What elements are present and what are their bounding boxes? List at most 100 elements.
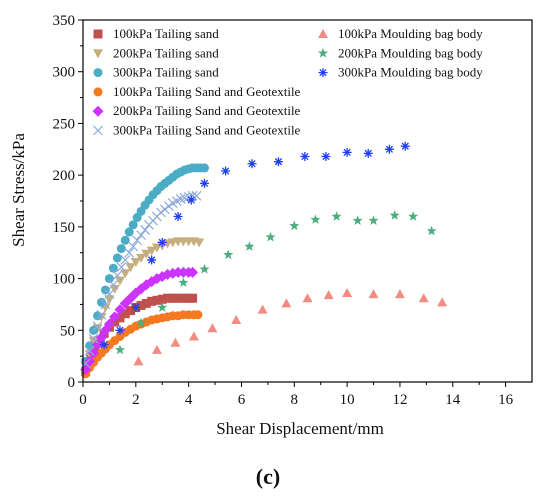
legend-item: 300kPa Moulding bag body <box>318 65 483 80</box>
data-point <box>147 296 157 306</box>
data-point <box>120 235 130 245</box>
data-point <box>140 225 150 235</box>
data-point <box>126 306 136 316</box>
data-point <box>170 337 181 347</box>
data-point <box>159 204 170 215</box>
data-point <box>124 227 134 237</box>
legend-label: 100kPa Tailing Sand and Geotextile <box>113 84 301 99</box>
data-point <box>146 246 157 256</box>
legend-marker <box>93 29 103 39</box>
data-point <box>136 230 147 241</box>
data-point <box>84 346 95 356</box>
data-point <box>104 289 115 300</box>
data-point <box>168 293 178 303</box>
y-tick-label: 50 <box>60 323 75 339</box>
data-point <box>199 263 210 274</box>
data-point <box>114 304 126 316</box>
data-point <box>131 303 141 313</box>
data-point <box>368 289 379 299</box>
data-point <box>92 321 103 332</box>
data-point <box>178 293 188 303</box>
data-point <box>368 215 379 225</box>
legend-label: 200kPa Moulding bag body <box>338 45 483 60</box>
data-point <box>300 152 310 162</box>
data-point <box>128 220 138 230</box>
data-point <box>120 255 131 265</box>
data-point <box>273 157 283 167</box>
legend-marker <box>93 49 103 59</box>
data-point <box>116 244 126 254</box>
data-point <box>151 344 162 354</box>
series-3 <box>81 163 209 366</box>
data-point <box>141 249 152 259</box>
data-point <box>155 207 166 218</box>
legend-marker <box>318 68 328 78</box>
data-point <box>88 333 99 344</box>
y-tick-label: 0 <box>68 375 76 391</box>
legend-label: 200kPa Tailing Sand and Geotextile <box>113 103 301 118</box>
data-point <box>394 289 405 299</box>
y-tick-label: 200 <box>53 168 76 184</box>
legend-label: 100kPa Tailing sand <box>113 26 219 41</box>
data-point <box>163 293 173 303</box>
series-8 <box>114 210 437 355</box>
y-tick-label: 150 <box>53 220 76 236</box>
legend-marker <box>92 105 104 117</box>
data-point <box>331 211 342 221</box>
data-point <box>104 274 114 284</box>
data-point <box>128 241 139 252</box>
data-point <box>100 299 111 310</box>
data-point <box>193 310 203 320</box>
data-point <box>124 247 135 258</box>
data-point <box>136 300 146 310</box>
legend-item: 100kPa Moulding bag body <box>318 26 483 41</box>
data-point <box>389 210 400 220</box>
data-point <box>108 279 119 290</box>
data-point <box>231 314 242 324</box>
y-tick-label: 100 <box>53 272 76 288</box>
data-point <box>323 290 334 300</box>
data-point <box>400 141 410 151</box>
data-point <box>257 304 268 314</box>
data-point <box>114 276 125 286</box>
data-point <box>152 295 162 305</box>
data-point <box>120 309 130 319</box>
x-tick-label: 4 <box>185 392 193 408</box>
data-point <box>109 284 120 294</box>
legend-item: 300kPa Tailing sand <box>93 65 219 80</box>
legend-label: 100kPa Moulding bag body <box>338 26 483 41</box>
x-tick-label: 8 <box>291 392 299 408</box>
data-point <box>302 293 313 303</box>
legend-label: 300kPa Tailing Sand and Geotextile <box>113 123 301 138</box>
data-point <box>141 298 151 308</box>
data-point <box>188 331 199 341</box>
data-point <box>363 148 373 158</box>
data-point <box>175 194 186 204</box>
data-point <box>408 211 419 221</box>
data-point <box>191 190 202 201</box>
data-point <box>244 241 255 251</box>
legend-label: 300kPa Moulding bag body <box>338 65 483 80</box>
y-axis-label: Shear Stress/kPa <box>9 133 28 247</box>
x-tick-label: 10 <box>340 392 355 408</box>
legend-marker <box>93 68 103 78</box>
data-point <box>157 237 167 247</box>
data-point <box>116 262 127 273</box>
data-point <box>289 220 300 231</box>
data-point <box>281 298 292 308</box>
x-tick-label: 0 <box>79 392 87 408</box>
data-point <box>247 159 257 169</box>
x-axis-label: Shear Displacement/mm <box>216 419 384 438</box>
data-point <box>147 255 157 265</box>
legend-item: 200kPa Moulding bag body <box>317 45 483 60</box>
data-point <box>186 195 196 205</box>
series-7 <box>133 288 448 366</box>
series-9 <box>99 141 410 350</box>
data-point <box>132 235 143 246</box>
legend: 100kPa Tailing sand 200kPa Tailing sand 30… <box>92 26 483 138</box>
data-point <box>115 325 125 335</box>
data-point <box>179 192 190 203</box>
legend-item: 200kPa Tailing Sand and Geotextile <box>92 103 301 118</box>
legend-label: 200kPa Tailing sand <box>113 45 219 60</box>
data-point <box>109 311 121 323</box>
